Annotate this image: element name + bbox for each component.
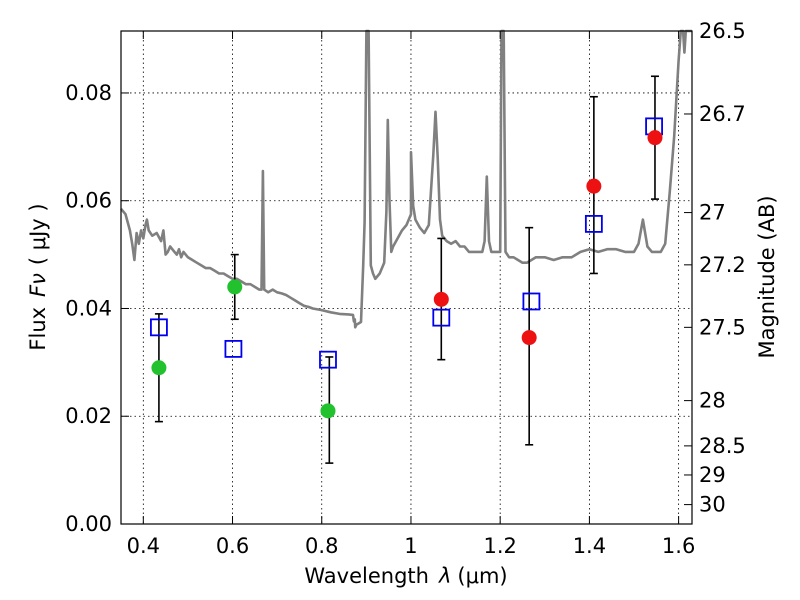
detection-circle-marker — [227, 279, 243, 295]
y-tick-label: 0.00 — [65, 512, 112, 536]
detection-circle-marker — [647, 130, 663, 146]
detection-circle-marker — [151, 360, 167, 376]
y2-axis-label: Magnitude (AB) — [755, 195, 779, 358]
plot-frame — [120, 30, 693, 525]
x-axis-label-symbol: λ — [438, 564, 451, 588]
y-axis-label: Flux Fν ( μJy ) — [26, 203, 50, 350]
grid — [121, 31, 692, 524]
model-square-marker — [150, 318, 168, 337]
y2-tick-label: 28.5 — [699, 434, 746, 458]
x-tick-label: 0.6 — [216, 534, 249, 558]
x-tick-label: 1.6 — [662, 534, 695, 558]
x-axis-label: Wavelength λ (μm) — [304, 564, 507, 588]
x-tick-label: 1 — [404, 534, 417, 558]
y-tick-label: 0.02 — [65, 404, 112, 428]
x-tick-label: 1.2 — [483, 534, 516, 558]
detection-circle-marker — [320, 403, 336, 419]
detection-circle-marker — [433, 291, 449, 307]
y2-tick-label: 29 — [699, 463, 726, 487]
detection-circle-marker — [586, 178, 602, 194]
detection-circle-marker — [521, 330, 537, 346]
model-square-marker — [319, 350, 337, 369]
plot-area — [121, 31, 692, 524]
y2-tick-label: 28 — [699, 389, 726, 413]
model-square-marker — [224, 339, 243, 358]
tick-layer: 0.4 0.6 0.8 1 1.2 1.4 1.6 0.00 0.02 0.04 0.06 0.08 2… — [65, 19, 746, 558]
y2-tick-label: 27.5 — [699, 315, 746, 339]
y-axis-label-text: Flux — [26, 307, 50, 351]
y2-tick-label: 27.2 — [699, 253, 746, 277]
y2-tick-label: 30 — [699, 493, 726, 517]
y-axis-label-unit: ( μJy ) — [26, 203, 50, 265]
x-tick-label: 0.8 — [305, 534, 338, 558]
model-square-marker — [584, 214, 603, 233]
marker-layer — [150, 117, 663, 419]
x-tick-label: 1.4 — [573, 534, 606, 558]
y2-tick-label: 26.5 — [699, 19, 746, 43]
x-axis-label-unit: (μm) — [457, 564, 507, 588]
y2-tick-label: 26.7 — [699, 102, 746, 126]
spectrum-line — [120, 29, 692, 329]
x-axis-label-text: Wavelength — [304, 564, 429, 588]
y-axis-label-symbol: Fν — [26, 273, 50, 297]
model-square-marker — [432, 308, 451, 327]
x-tick-label: 0.4 — [127, 534, 160, 558]
y-tick-label: 0.06 — [65, 189, 112, 213]
y-tick-label: 0.04 — [65, 296, 112, 320]
y-tick-label: 0.08 — [65, 81, 112, 105]
y2-tick-label: 27 — [699, 201, 726, 225]
spectrum-layer — [120, 29, 692, 329]
model-square-marker — [522, 292, 541, 311]
